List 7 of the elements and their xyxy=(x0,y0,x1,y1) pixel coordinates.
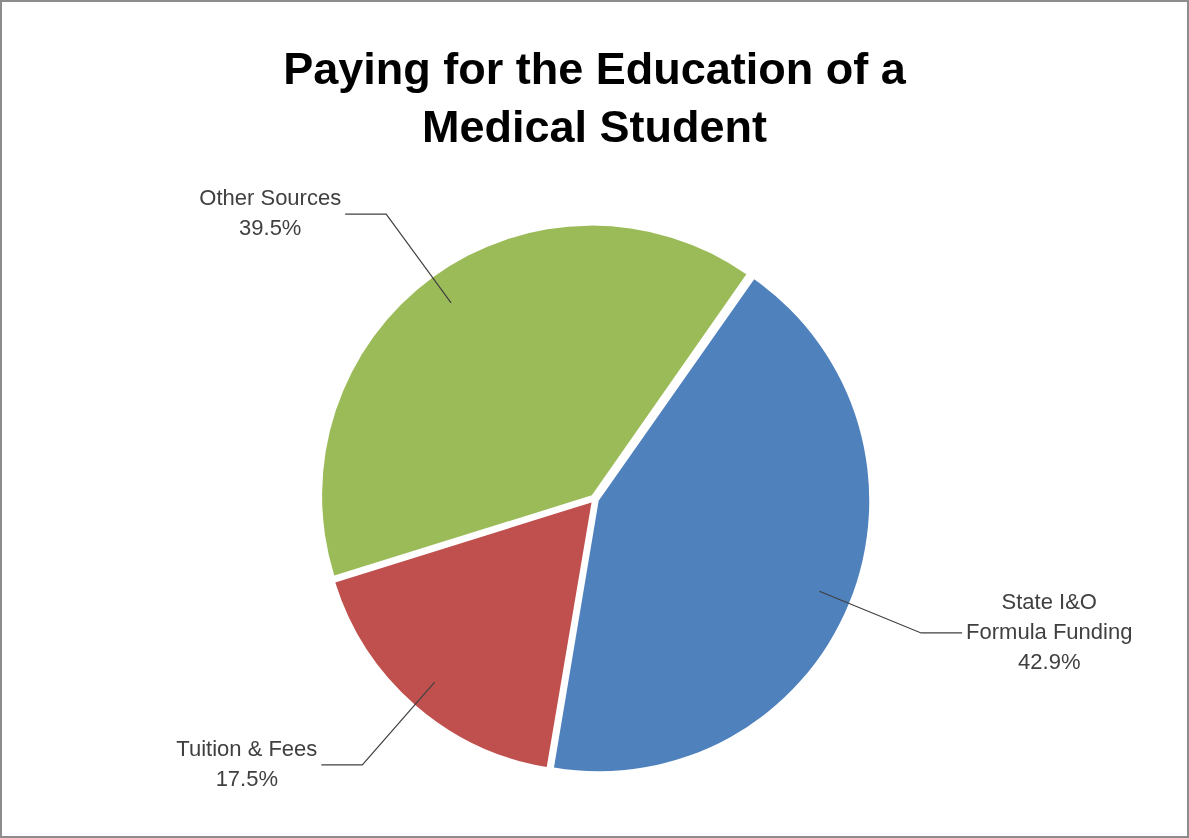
data-label: 17.5% xyxy=(215,765,279,791)
data-label: 39.5% xyxy=(239,215,302,241)
slice-label: State I&O Formula Funding xyxy=(966,589,1133,644)
data-label: 42.9% xyxy=(1018,649,1081,674)
chart-title: Paying for the Education of a Medical Student xyxy=(282,42,907,154)
slice-label: Tuition & Fees xyxy=(176,735,318,761)
slice-label: Other Sources xyxy=(199,185,342,211)
